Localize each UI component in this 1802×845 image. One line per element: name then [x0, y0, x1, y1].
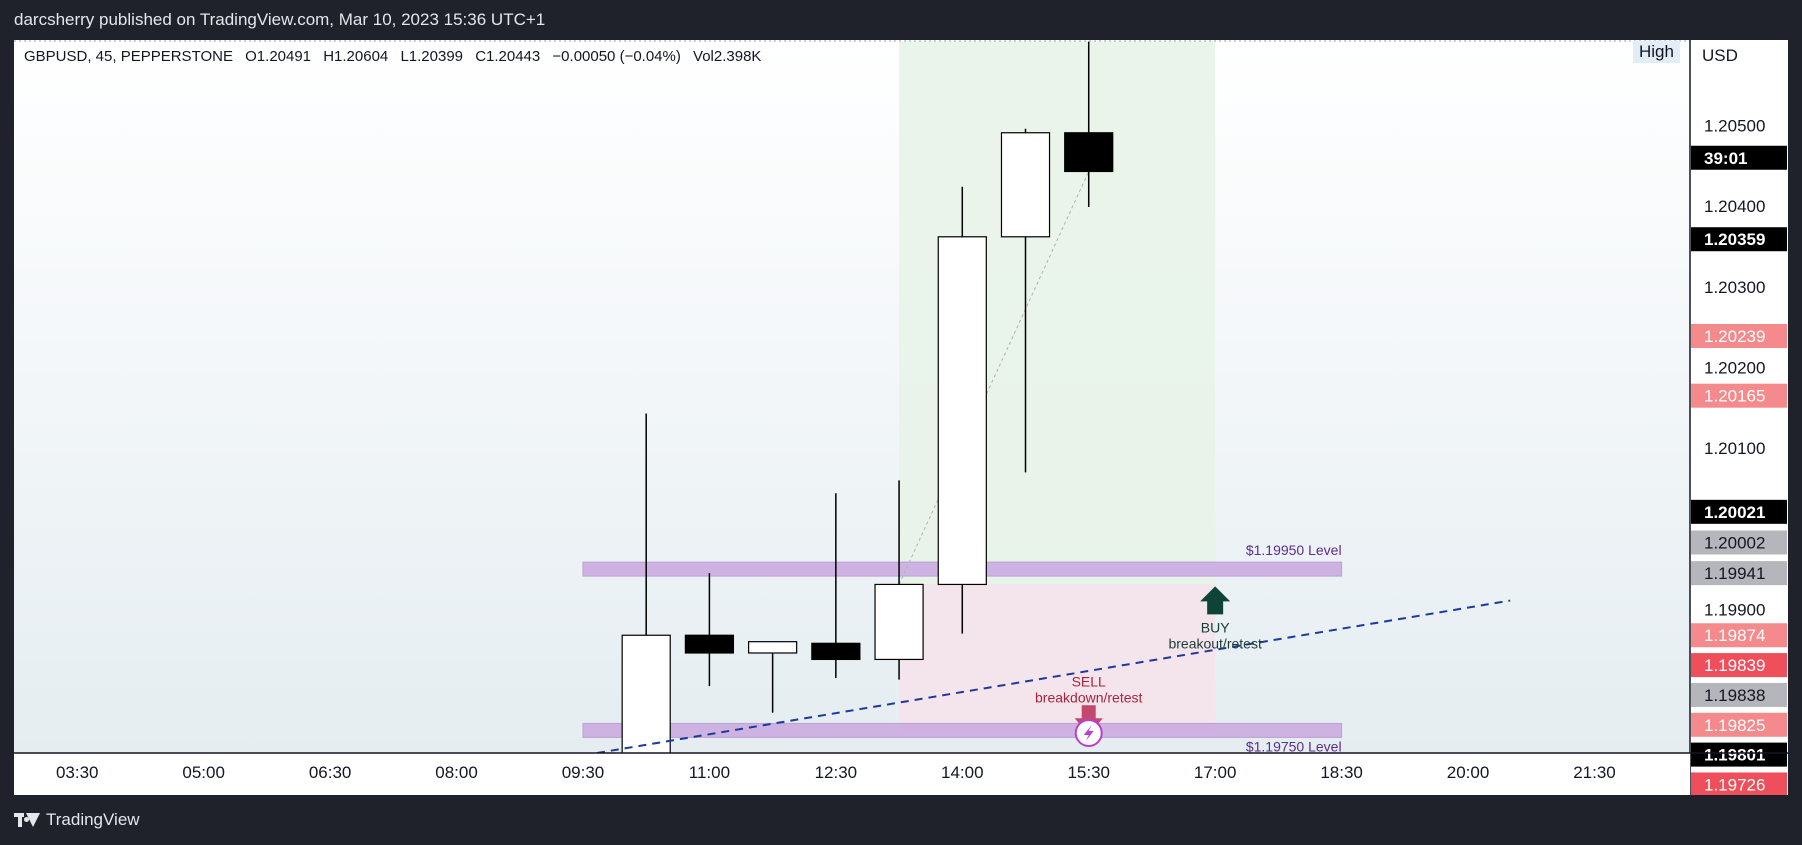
y-tick-label: 1.20100 — [1704, 439, 1765, 458]
price-tag — [1691, 772, 1787, 795]
plot-background — [14, 40, 1690, 753]
chart-area[interactable]: $1.19950 Level $1.19750 Level BUY breakout/… — [14, 40, 1788, 795]
candlestick-chart[interactable]: $1.19950 Level $1.19750 Level BUYbreakout/… — [14, 40, 1788, 795]
price-tag-label: 1.19874 — [1704, 626, 1765, 645]
legend-symbol[interactable]: GBPUSD, 45, PEPPERSTONE — [24, 48, 233, 65]
x-tick-label: 14:00 — [941, 763, 984, 782]
price-tag — [1691, 227, 1787, 252]
legend-open: O1.20491 — [245, 48, 312, 65]
x-tick-label: 12:30 — [815, 763, 858, 782]
price-tag — [1691, 682, 1787, 707]
legend-low: L1.20399 — [400, 48, 464, 65]
buy-sublabel: breakout/retest — [1168, 635, 1261, 651]
high-badge: High — [1633, 41, 1680, 63]
price-tag — [1691, 383, 1787, 408]
x-tick-label: 21:30 — [1573, 763, 1616, 782]
price-tag — [1691, 530, 1787, 555]
x-tick-label: 06:30 — [309, 763, 352, 782]
trendline — [596, 599, 1511, 754]
legend-change: −0.00050 (−0.04%) — [552, 48, 681, 65]
candle-body — [874, 583, 924, 661]
candle-body — [684, 634, 735, 654]
x-tick-label: 09:30 — [562, 763, 605, 782]
legend-volume: Vol2.398K — [693, 48, 762, 65]
price-tag-label: 1.20002 — [1704, 533, 1765, 552]
price-tag-label: 1.19839 — [1704, 656, 1765, 675]
currency-label[interactable]: USD — [1702, 46, 1738, 65]
legend-close: C1.20443 — [475, 48, 541, 65]
price-tag-label: 1.20239 — [1704, 327, 1765, 346]
bottom-bar: TradingView — [0, 795, 1802, 845]
y-tick-label: 1.19900 — [1704, 600, 1765, 619]
price-tag — [1691, 742, 1787, 767]
stop-loss-zone — [899, 584, 1216, 731]
tradingview-logo[interactable]: TradingView — [14, 810, 140, 830]
price-tag-label: 1.19941 — [1704, 564, 1765, 583]
price-tag-label: 1.20021 — [1704, 503, 1765, 522]
level-label: $1.19750 Level — [1246, 738, 1342, 754]
sell-sublabel: breakdown/retest — [1035, 689, 1143, 705]
candle-body — [748, 641, 798, 654]
x-tick-label: 18:30 — [1320, 763, 1363, 782]
x-tick-label: 11:00 — [689, 763, 730, 782]
price-tag-label: 1.19726 — [1704, 775, 1765, 794]
price-tag-label: 39:01 — [1704, 149, 1747, 168]
price-tag-label: 1.19838 — [1704, 686, 1765, 705]
x-tick-label: 03:30 — [56, 763, 99, 782]
candle-body — [1064, 132, 1114, 173]
price-tag — [1691, 653, 1787, 678]
price-tag — [1691, 145, 1787, 170]
x-tick-label: 17:00 — [1194, 763, 1237, 782]
candle-body — [811, 642, 861, 661]
candle-body — [1000, 132, 1051, 238]
price-tag — [1691, 561, 1787, 586]
level-label: $1.19950 Level — [1246, 542, 1342, 558]
tradingview-logo-icon — [14, 813, 40, 827]
price-tag-label: 1.19801 — [1704, 746, 1765, 765]
price-tag — [1691, 712, 1787, 737]
ohlc-legend: GBPUSD, 45, PEPPERSTONE O1.20491 H1.2060… — [24, 48, 769, 65]
x-tick-label: 05:00 — [182, 763, 225, 782]
buy-arrow-icon — [1200, 586, 1231, 615]
x-tick-label: 15:30 — [1067, 763, 1110, 782]
time-axis-bg — [14, 753, 1690, 795]
y-tick-label: 1.20400 — [1704, 197, 1765, 216]
legend-high: H1.20604 — [323, 48, 389, 65]
x-tick-label: 08:00 — [435, 763, 478, 782]
price-tag — [1691, 623, 1787, 648]
sell-label: SELL — [1072, 673, 1106, 689]
price-tag-label: 1.20359 — [1704, 230, 1765, 249]
level-band — [582, 722, 1343, 738]
y-tick-label: 1.20200 — [1704, 358, 1765, 377]
publisher-line: darcsherry published on TradingView.com,… — [14, 10, 546, 29]
y-tick-label: 1.20500 — [1704, 116, 1765, 135]
x-tick-label: 20:00 — [1447, 763, 1490, 782]
tradingview-brand: TradingView — [46, 810, 140, 829]
price-tag — [1691, 499, 1787, 524]
price-tag-label: 1.19825 — [1704, 716, 1765, 735]
candle-body — [937, 236, 987, 586]
buy-label: BUY — [1201, 619, 1230, 635]
lightning-icon — [1083, 725, 1094, 741]
top-bar: darcsherry published on TradingView.com,… — [0, 0, 1802, 40]
y-tick-label: 1.20300 — [1704, 278, 1765, 297]
position-path-line — [898, 171, 1090, 585]
price-tag-label: 1.20165 — [1704, 387, 1765, 406]
price-tag — [1691, 324, 1787, 349]
